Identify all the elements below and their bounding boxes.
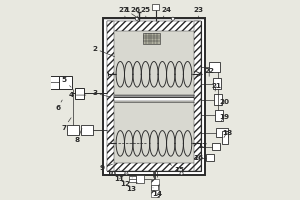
Text: 15: 15 <box>170 164 184 173</box>
Bar <box>142 33 160 44</box>
Bar <box>151 179 159 197</box>
Bar <box>213 78 221 89</box>
Bar <box>50 76 59 89</box>
Bar <box>216 128 228 137</box>
Text: 20: 20 <box>219 99 229 106</box>
Bar <box>106 21 201 171</box>
Bar <box>67 125 79 135</box>
Bar <box>106 21 201 31</box>
Bar <box>75 88 84 99</box>
Circle shape <box>180 172 183 175</box>
Text: 7: 7 <box>62 118 71 131</box>
Text: 14: 14 <box>152 188 162 197</box>
Bar <box>114 95 194 101</box>
Text: 18: 18 <box>222 130 232 137</box>
Text: 3: 3 <box>92 90 111 97</box>
Bar <box>215 110 223 121</box>
Text: 21: 21 <box>211 83 221 91</box>
Text: 16: 16 <box>193 155 203 161</box>
Bar <box>81 125 93 135</box>
Text: 9: 9 <box>100 164 112 171</box>
Text: 12: 12 <box>120 178 132 187</box>
Bar <box>152 4 159 10</box>
Text: 10: 10 <box>106 169 119 177</box>
Text: 22: 22 <box>204 68 214 76</box>
Bar <box>194 21 201 171</box>
Text: 24: 24 <box>162 7 172 18</box>
Bar <box>129 176 136 182</box>
Text: 27: 27 <box>118 7 128 18</box>
Text: 25: 25 <box>140 7 150 18</box>
Text: 13: 13 <box>126 182 137 192</box>
Bar <box>151 185 158 190</box>
Bar <box>206 154 214 161</box>
Bar <box>106 163 201 171</box>
Bar <box>212 143 220 150</box>
Text: 1: 1 <box>124 7 138 18</box>
Text: 4: 4 <box>69 92 86 98</box>
Bar <box>136 175 144 183</box>
Text: 17: 17 <box>197 143 207 149</box>
Bar <box>222 131 228 144</box>
Text: 8: 8 <box>74 129 82 143</box>
Text: 11: 11 <box>114 173 126 182</box>
Text: 23: 23 <box>193 7 203 18</box>
Bar <box>214 94 222 105</box>
Text: 2: 2 <box>92 46 115 57</box>
Bar <box>106 21 114 171</box>
Text: 26: 26 <box>130 7 140 18</box>
Bar <box>58 76 72 89</box>
Text: 5: 5 <box>61 77 71 87</box>
Bar <box>103 18 205 175</box>
Text: 19: 19 <box>219 114 229 122</box>
Circle shape <box>125 172 128 175</box>
Circle shape <box>171 17 175 20</box>
Text: 6: 6 <box>55 100 62 111</box>
Bar <box>209 62 220 72</box>
Circle shape <box>135 17 139 20</box>
